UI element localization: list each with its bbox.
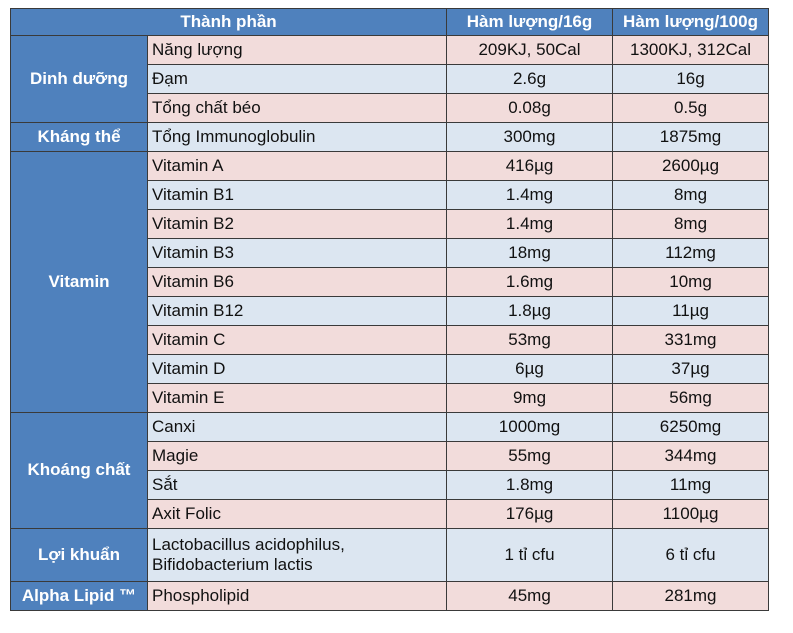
ingredient-name: Vitamin D (146, 354, 448, 384)
ingredient-name: Đạm (146, 64, 448, 94)
ingredient-name: Sắt (146, 470, 448, 500)
value-per-100g: 56mg (612, 383, 770, 413)
value-per-16g: 1.8µg (446, 296, 614, 326)
table-row: Dinh dưỡng Năng lượng 209KJ, 50Cal 1300K… (10, 35, 770, 123)
ingredient-name: Canxi (146, 412, 448, 442)
value-per-100g: 112mg (612, 238, 770, 268)
ingredient-name: Vitamin A (146, 151, 448, 181)
value-per-16g: 1000mg (446, 412, 614, 442)
value-per-100g: 8mg (612, 209, 770, 239)
ingredient-name: Vitamin B1 (146, 180, 448, 210)
table-row: Vitamin B12 1.8µg 11µg (11, 296, 770, 326)
ingredient-name: Vitamin C (146, 325, 448, 355)
ingredient-name-line: Lactobacillus acidophilus, (152, 534, 345, 554)
table-row: Sắt 1.8mg 11mg (11, 470, 770, 500)
ingredient-name: Lactobacillus acidophilus, Bifidobacteri… (146, 528, 448, 582)
ingredient-name: Năng lượng (146, 35, 448, 65)
table-row: Tổng chất béo 0.08g 0.5g (11, 93, 770, 123)
table-row: Kháng thể Tổng Immunoglobulin 300mg 1875… (10, 122, 770, 152)
table-row: Vitamin B3 18mg 112mg (11, 238, 770, 268)
value-per-16g: 1.6mg (446, 267, 614, 297)
table-row: Khoáng chất Canxi 1000mg 6250mg (10, 412, 770, 529)
value-per-16g: 53mg (446, 325, 614, 355)
value-per-16g: 9mg (446, 383, 614, 413)
header-row: Thành phần Hàm lượng/16g Hàm lượng/100g (9, 8, 770, 36)
ingredient-name: Vitamin E (146, 383, 448, 413)
value-per-16g: 18mg (446, 238, 614, 268)
group-label-nutrition: Dinh dưỡng (10, 35, 148, 123)
value-per-100g: 0.5g (612, 93, 770, 123)
value-per-16g: 1 tỉ cfu (446, 528, 614, 582)
ingredient-name: Vitamin B12 (146, 296, 448, 326)
group-label-probiotics: Lợi khuẩn (10, 528, 148, 582)
ingredient-name: Magie (146, 441, 448, 471)
header-per-16g: Hàm lượng/16g (446, 8, 614, 36)
table-row: Vitamin B1 1.4mg 8mg (11, 180, 770, 210)
value-per-100g: 1300KJ, 312Cal (612, 35, 770, 65)
ingredient-name: Tổng Immunoglobulin (146, 122, 448, 152)
value-per-100g: 344mg (612, 441, 770, 471)
value-per-16g: 209KJ, 50Cal (446, 35, 614, 65)
value-per-16g: 1.8mg (446, 470, 614, 500)
table-row: Lợi khuẩn Lactobacillus acidophilus, Bif… (10, 528, 770, 582)
group-label-alpha-lipid: Alpha Lipid ™ (10, 581, 148, 611)
value-per-16g: 416µg (446, 151, 614, 181)
ingredient-name: Vitamin B6 (146, 267, 448, 297)
ingredient-name: Vitamin B2 (146, 209, 448, 239)
value-per-16g: 2.6g (446, 64, 614, 94)
group-label-minerals: Khoáng chất (10, 412, 148, 529)
ingredient-name: Phospholipid (146, 581, 448, 611)
value-per-100g: 6250mg (612, 412, 770, 442)
table-row: Đạm 2.6g 16g (11, 64, 770, 94)
value-per-16g: 0.08g (446, 93, 614, 123)
ingredient-name: Vitamin B3 (146, 238, 448, 268)
value-per-100g: 281mg (612, 581, 770, 611)
value-per-16g: 176µg (446, 499, 614, 529)
value-per-100g: 1875mg (612, 122, 770, 152)
table-row: Vitamin C 53mg 331mg (11, 325, 770, 355)
value-per-16g: 1.4mg (446, 180, 614, 210)
value-per-16g: 45mg (446, 581, 614, 611)
ingredient-name: Tổng chất béo (146, 93, 448, 123)
value-per-100g: 331mg (612, 325, 770, 355)
header-per-100g: Hàm lượng/100g (612, 8, 770, 36)
nutrition-table-container: Thành phần Hàm lượng/16g Hàm lượng/100g … (9, 8, 770, 611)
table-row: Magie 55mg 344mg (11, 441, 770, 471)
value-per-100g: 2600µg (612, 151, 770, 181)
group-label-vitamin: Vitamin (10, 151, 148, 413)
value-per-100g: 10mg (612, 267, 770, 297)
value-per-100g: 1100µg (612, 499, 770, 529)
table-row: Vitamin Vitamin A 416µg 2600µg (10, 151, 770, 413)
value-per-16g: 300mg (446, 122, 614, 152)
table-row: Vitamin D 6µg 37µg (11, 354, 770, 384)
table-row: Alpha Lipid ™ Phospholipid 45mg 281mg (10, 581, 770, 611)
value-per-100g: 11mg (612, 470, 770, 500)
nutrition-table: Thành phần Hàm lượng/16g Hàm lượng/100g … (9, 8, 770, 611)
value-per-16g: 1.4mg (446, 209, 614, 239)
ingredient-name-line: Bifidobacterium lactis (152, 555, 313, 574)
value-per-16g: 6µg (446, 354, 614, 384)
value-per-100g: 37µg (612, 354, 770, 384)
header-ingredient: Thành phần (9, 8, 448, 36)
value-per-100g: 16g (612, 64, 770, 94)
value-per-16g: 55mg (446, 441, 614, 471)
ingredient-name: Axit Folic (146, 499, 448, 529)
value-per-100g: 8mg (612, 180, 770, 210)
value-per-100g: 6 tỉ cfu (612, 528, 770, 582)
table-row: Vitamin B2 1.4mg 8mg (11, 209, 770, 239)
value-per-100g: 11µg (612, 296, 770, 326)
group-label-antibodies: Kháng thể (10, 122, 148, 152)
